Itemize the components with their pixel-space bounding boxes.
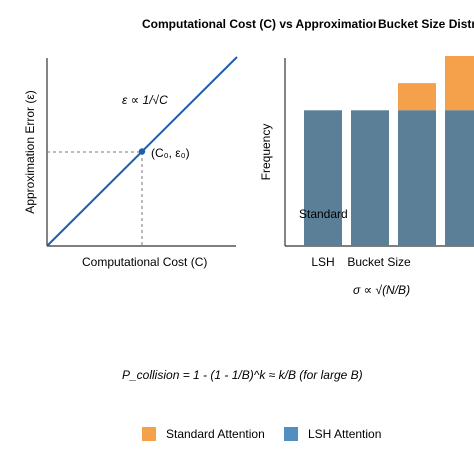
left-y-axis-label: Approximation Error (ε) [23, 90, 37, 213]
legend: Standard Attention LSH Attention [142, 427, 381, 441]
legend-swatch-lsh [284, 427, 298, 441]
bar-upper-4 [445, 56, 474, 111]
collision-formula: P_collision = 1 - (1 - 1/B)^k ≈ k/B (for… [122, 368, 363, 382]
left-chart-title: Computational Cost (C) vs Approximation … [142, 17, 430, 31]
right-tick-label-bucket-size: Bucket Size [347, 255, 411, 269]
right-annotation: σ ∝ √(N/B) [353, 283, 410, 297]
left-annotation: ε ∝ 1/√C [122, 93, 168, 107]
right-tick-label-lsh: LSH [311, 255, 334, 269]
legend-swatch-standard [142, 427, 156, 441]
right-y-axis-label: Frequency [259, 124, 273, 181]
legend-label-standard: Standard Attention [166, 427, 265, 441]
operating-point [138, 148, 146, 155]
bar-overlap-3 [398, 110, 436, 247]
bar-group [304, 56, 474, 247]
right-chart-title: Bucket Size Distr [378, 17, 474, 31]
operating-point-label: (C₀, ε₀) [151, 146, 190, 160]
legend-label-lsh: LSH Attention [308, 427, 381, 441]
bar-upper-3 [398, 83, 436, 111]
left-chart: Computational Cost (C) vs Approximation … [23, 17, 430, 269]
bar-overlap-2 [351, 110, 389, 247]
bar-inside-label: Standard [299, 207, 348, 221]
left-x-axis-label: Computational Cost (C) [82, 255, 207, 269]
bar-overlap-4 [445, 110, 474, 247]
right-chart: Bucket Size Distr Standard LSH Bucket Si… [259, 10, 474, 297]
bar-overlap-1 [304, 110, 342, 247]
right-title-backdrop [376, 10, 474, 36]
